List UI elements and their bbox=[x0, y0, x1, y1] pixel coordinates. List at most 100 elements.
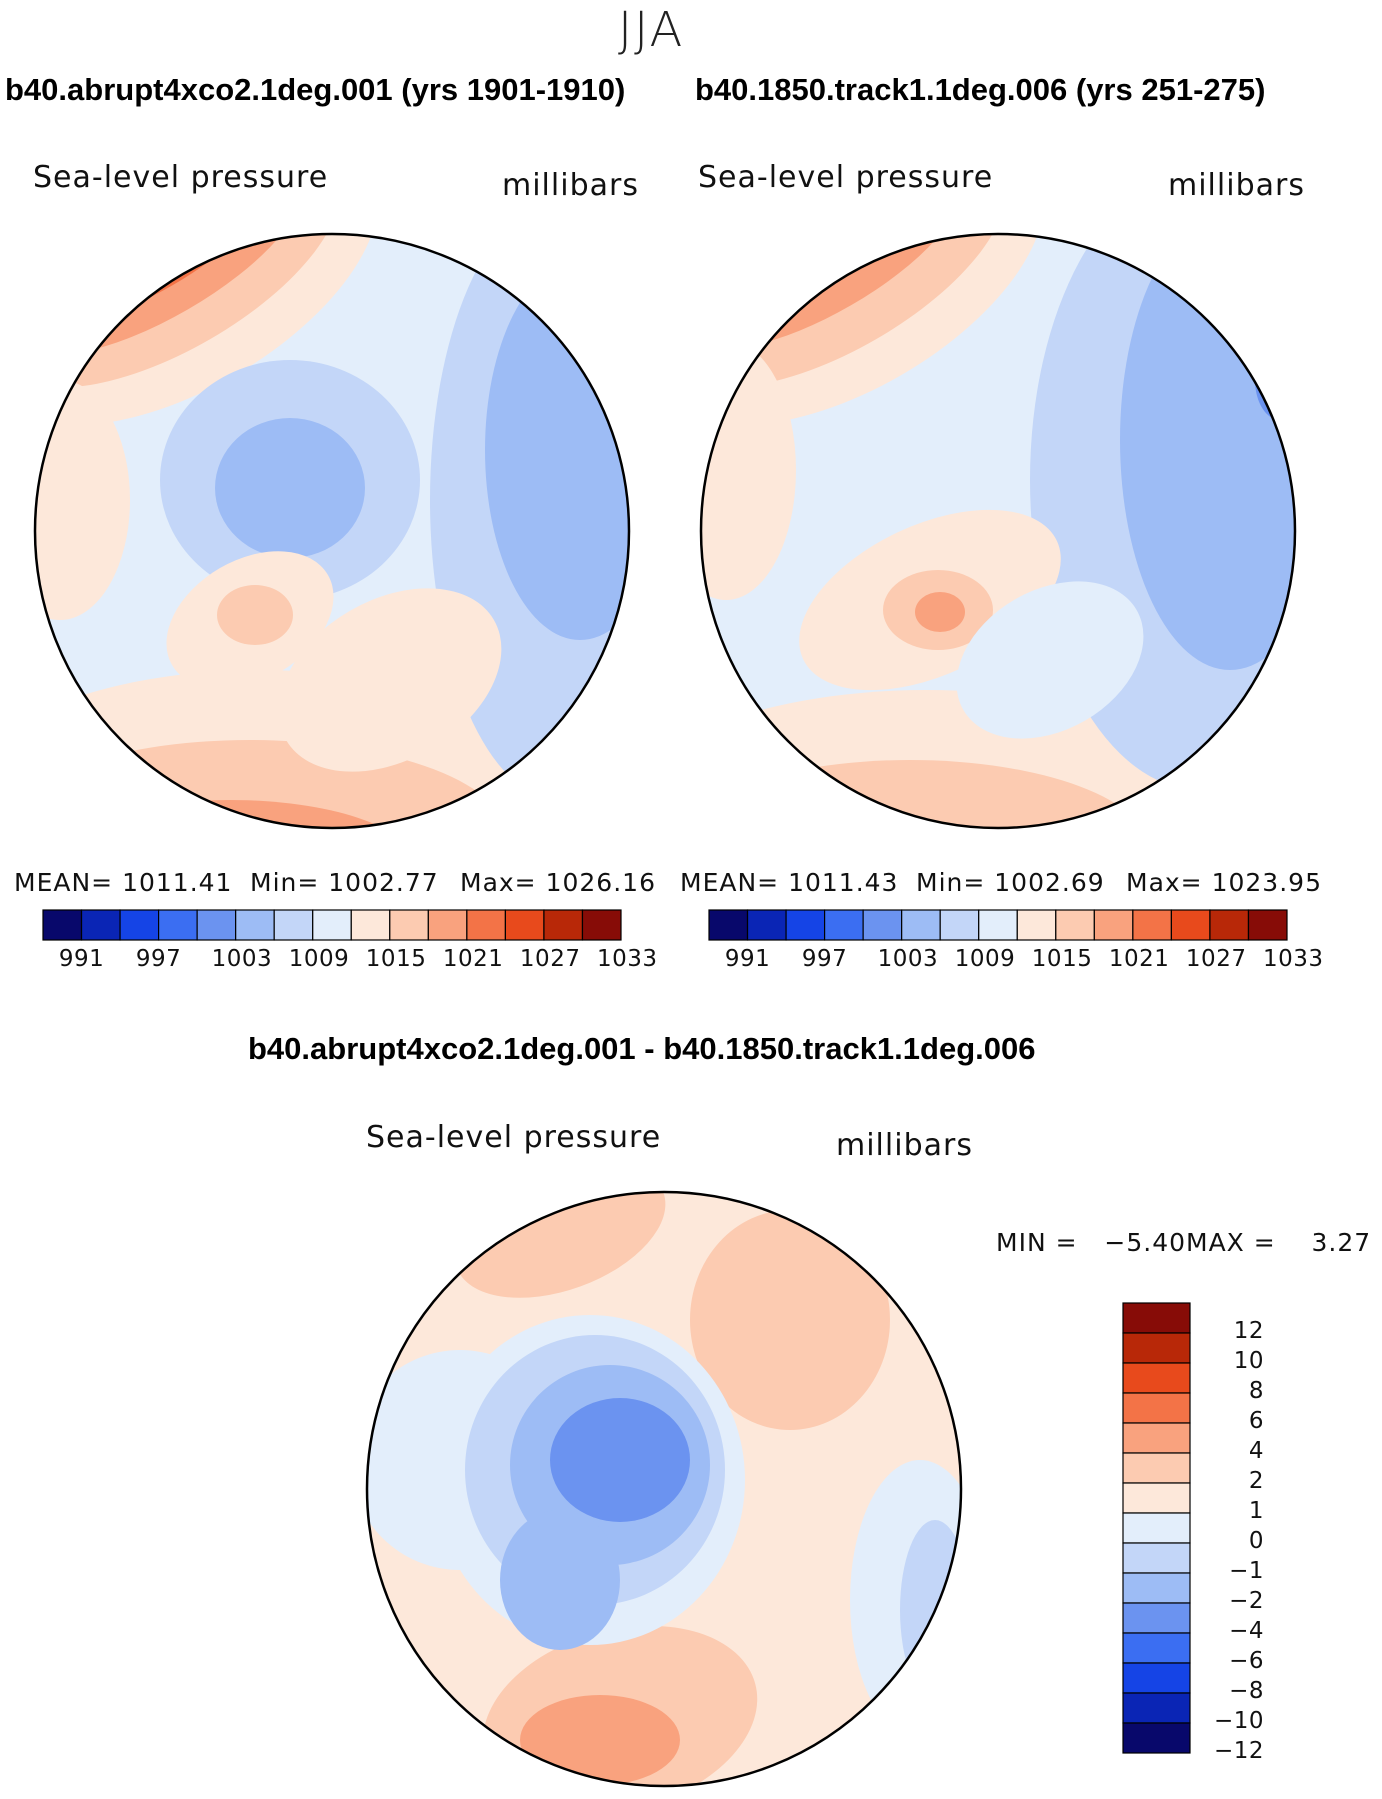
panel-1-colorbar-swatch bbox=[80, 909, 121, 941]
panel-2-colorbar-tick-label: 1009 bbox=[954, 946, 1016, 972]
diff-colorbar-swatch bbox=[1122, 1602, 1191, 1634]
diff-colorbar-tick-label: 6 bbox=[1248, 1408, 1264, 1434]
diff-colorbar-swatch bbox=[1122, 1392, 1191, 1424]
panel-1-map bbox=[35, 234, 629, 828]
panel-2-colorbar-swatch bbox=[746, 909, 787, 941]
diff-title: b40.abrupt4xco2.1deg.001 - b40.1850.trac… bbox=[248, 1031, 1036, 1066]
diff-max: MAX = 3.27 bbox=[1186, 1228, 1372, 1257]
diff-colorbar-tick-label: −1 bbox=[1229, 1558, 1264, 1584]
panel-1-variable-label: Sea-level pressure bbox=[33, 160, 329, 195]
diff-colorbar-swatch bbox=[1122, 1422, 1191, 1454]
panel-1-colorbar-tick-label: 1033 bbox=[597, 946, 658, 972]
diff-colorbar-swatch bbox=[1122, 1722, 1191, 1754]
panel-2-map bbox=[701, 234, 1295, 828]
panel-1-units-label: millibars bbox=[502, 168, 639, 203]
diff-colorbar-tick-label: −6 bbox=[1229, 1648, 1264, 1674]
panel-1-colorbar-tick-label: 1003 bbox=[211, 946, 273, 972]
panel-2-colorbar-swatch bbox=[785, 909, 826, 941]
diff-variable-label: Sea-level pressure bbox=[366, 1120, 662, 1155]
panel-2-mean: MEAN= 1011.43 bbox=[680, 868, 899, 897]
panel-1-colorbar-swatch bbox=[273, 909, 314, 941]
panel-2-colorbar-swatch bbox=[978, 909, 1018, 941]
panel-2-colorbar-swatch bbox=[901, 909, 941, 941]
panel-2-colorbar-tick-label: 991 bbox=[724, 946, 771, 972]
panel-1-map-boundary bbox=[33, 232, 631, 830]
panel-1-max: Max= 1026.16 bbox=[460, 868, 656, 897]
diff-colorbar-swatch bbox=[1122, 1482, 1191, 1514]
panel-2-colorbar-swatch bbox=[1055, 909, 1095, 941]
season-title: JJA bbox=[618, 2, 685, 58]
diff-colorbar-tick-label: 8 bbox=[1248, 1378, 1264, 1404]
panel-1-colorbar-swatch bbox=[389, 909, 429, 941]
panel-2-colorbar-tick-label: 1027 bbox=[1185, 946, 1247, 972]
panel-2-max: Max= 1023.95 bbox=[1126, 868, 1322, 897]
diff-colorbar-swatch bbox=[1122, 1572, 1191, 1604]
panel-2-variable-label: Sea-level pressure bbox=[698, 160, 994, 195]
panel-1-colorbar-swatch bbox=[581, 909, 622, 941]
diff-colorbar-swatch bbox=[1122, 1512, 1191, 1544]
diff-colorbar-swatch bbox=[1122, 1332, 1191, 1364]
panel-1-title: b40.abrupt4xco2.1deg.001 (yrs 1901-1910) bbox=[5, 72, 626, 107]
diff-units-label: millibars bbox=[836, 1128, 973, 1163]
panel-2-colorbar-swatch bbox=[862, 909, 903, 941]
panel-2-colorbar-tick-label: 997 bbox=[801, 946, 848, 972]
panel-1-colorbar-tick-label: 1015 bbox=[365, 946, 427, 972]
panel-2-colorbar-swatch bbox=[823, 909, 864, 941]
panel-2-map-boundary bbox=[699, 232, 1297, 830]
diff-colorbar-swatch bbox=[1122, 1662, 1191, 1694]
panel-1-colorbar bbox=[42, 909, 622, 941]
diff-colorbar-swatch bbox=[1122, 1452, 1191, 1484]
diff-colorbar-swatch bbox=[1122, 1692, 1191, 1724]
panel-2-colorbar-tick-label: 1003 bbox=[877, 946, 939, 972]
panel-2-colorbar-swatch bbox=[708, 909, 749, 941]
diff-colorbar-tick-label: −2 bbox=[1229, 1588, 1264, 1614]
panel-2-colorbar-tick-label: 1033 bbox=[1263, 946, 1324, 972]
panel-1-mean: MEAN= 1011.41 bbox=[14, 868, 233, 897]
panel-2-colorbar-swatch bbox=[1093, 909, 1134, 941]
panel-1-colorbar-tick-label: 1009 bbox=[288, 946, 350, 972]
panel-1-min: Min= 1002.77 bbox=[250, 868, 439, 897]
panel-2-colorbar-tick-label: 1015 bbox=[1031, 946, 1093, 972]
panel-1-colorbar-tick-label: 1021 bbox=[442, 946, 504, 972]
panel-2-colorbar-swatch bbox=[1016, 909, 1057, 941]
panel-1-colorbar-swatch bbox=[158, 909, 198, 941]
diff-colorbar-tick-label: 1 bbox=[1248, 1498, 1264, 1524]
diff-colorbar-tick-label: 12 bbox=[1233, 1318, 1264, 1344]
diff-colorbar-swatch bbox=[1122, 1362, 1191, 1394]
diff-colorbar-swatch bbox=[1122, 1632, 1191, 1664]
diff-colorbar-tick-label: −10 bbox=[1213, 1708, 1264, 1734]
panel-2-min: Min= 1002.69 bbox=[916, 868, 1105, 897]
diff-colorbar-tick-label: 10 bbox=[1233, 1348, 1264, 1374]
panel-1-colorbar-tick-label: 991 bbox=[58, 946, 105, 972]
diff-colorbar-tick-label: −12 bbox=[1213, 1738, 1264, 1764]
panel-1-colorbar-swatch bbox=[427, 909, 468, 941]
diff-colorbar-tick-label: −4 bbox=[1229, 1618, 1264, 1644]
panel-1-colorbar-tick-label: 997 bbox=[135, 946, 182, 972]
panel-1-colorbar-swatch bbox=[312, 909, 352, 941]
panel-2-colorbar-swatch bbox=[1170, 909, 1211, 941]
panel-1-colorbar-swatch bbox=[42, 909, 83, 941]
diff-colorbar-swatch bbox=[1122, 1302, 1191, 1334]
diff-colorbar-tick-label: −8 bbox=[1229, 1678, 1264, 1704]
panel-1-colorbar-swatch bbox=[119, 909, 160, 941]
panel-1-colorbar-swatch bbox=[235, 909, 275, 941]
diff-colorbar-tick-label: 0 bbox=[1248, 1528, 1264, 1554]
diff-map-boundary bbox=[365, 1190, 963, 1788]
panel-2-colorbar bbox=[708, 909, 1288, 941]
panel-1-colorbar-swatch bbox=[350, 909, 391, 941]
panel-1-colorbar-swatch bbox=[504, 909, 545, 941]
panel-2-colorbar-swatch bbox=[939, 909, 980, 941]
panel-1-colorbar-swatch bbox=[543, 909, 584, 941]
diff-colorbar-tick-label: 4 bbox=[1248, 1438, 1264, 1464]
diff-colorbar bbox=[1122, 1302, 1191, 1754]
panel-2-colorbar-swatch bbox=[1247, 909, 1288, 941]
panel-1-colorbar-swatch bbox=[196, 909, 237, 941]
panel-1-colorbar-tick-label: 1027 bbox=[519, 946, 581, 972]
diff-colorbar-swatch bbox=[1122, 1542, 1191, 1574]
panel-2-colorbar-tick-label: 1021 bbox=[1108, 946, 1170, 972]
panel-2-units-label: millibars bbox=[1168, 168, 1305, 203]
panel-2-title: b40.1850.track1.1deg.006 (yrs 251-275) bbox=[695, 72, 1266, 107]
diff-map bbox=[367, 1192, 961, 1786]
panel-1-colorbar-swatch bbox=[466, 909, 507, 941]
